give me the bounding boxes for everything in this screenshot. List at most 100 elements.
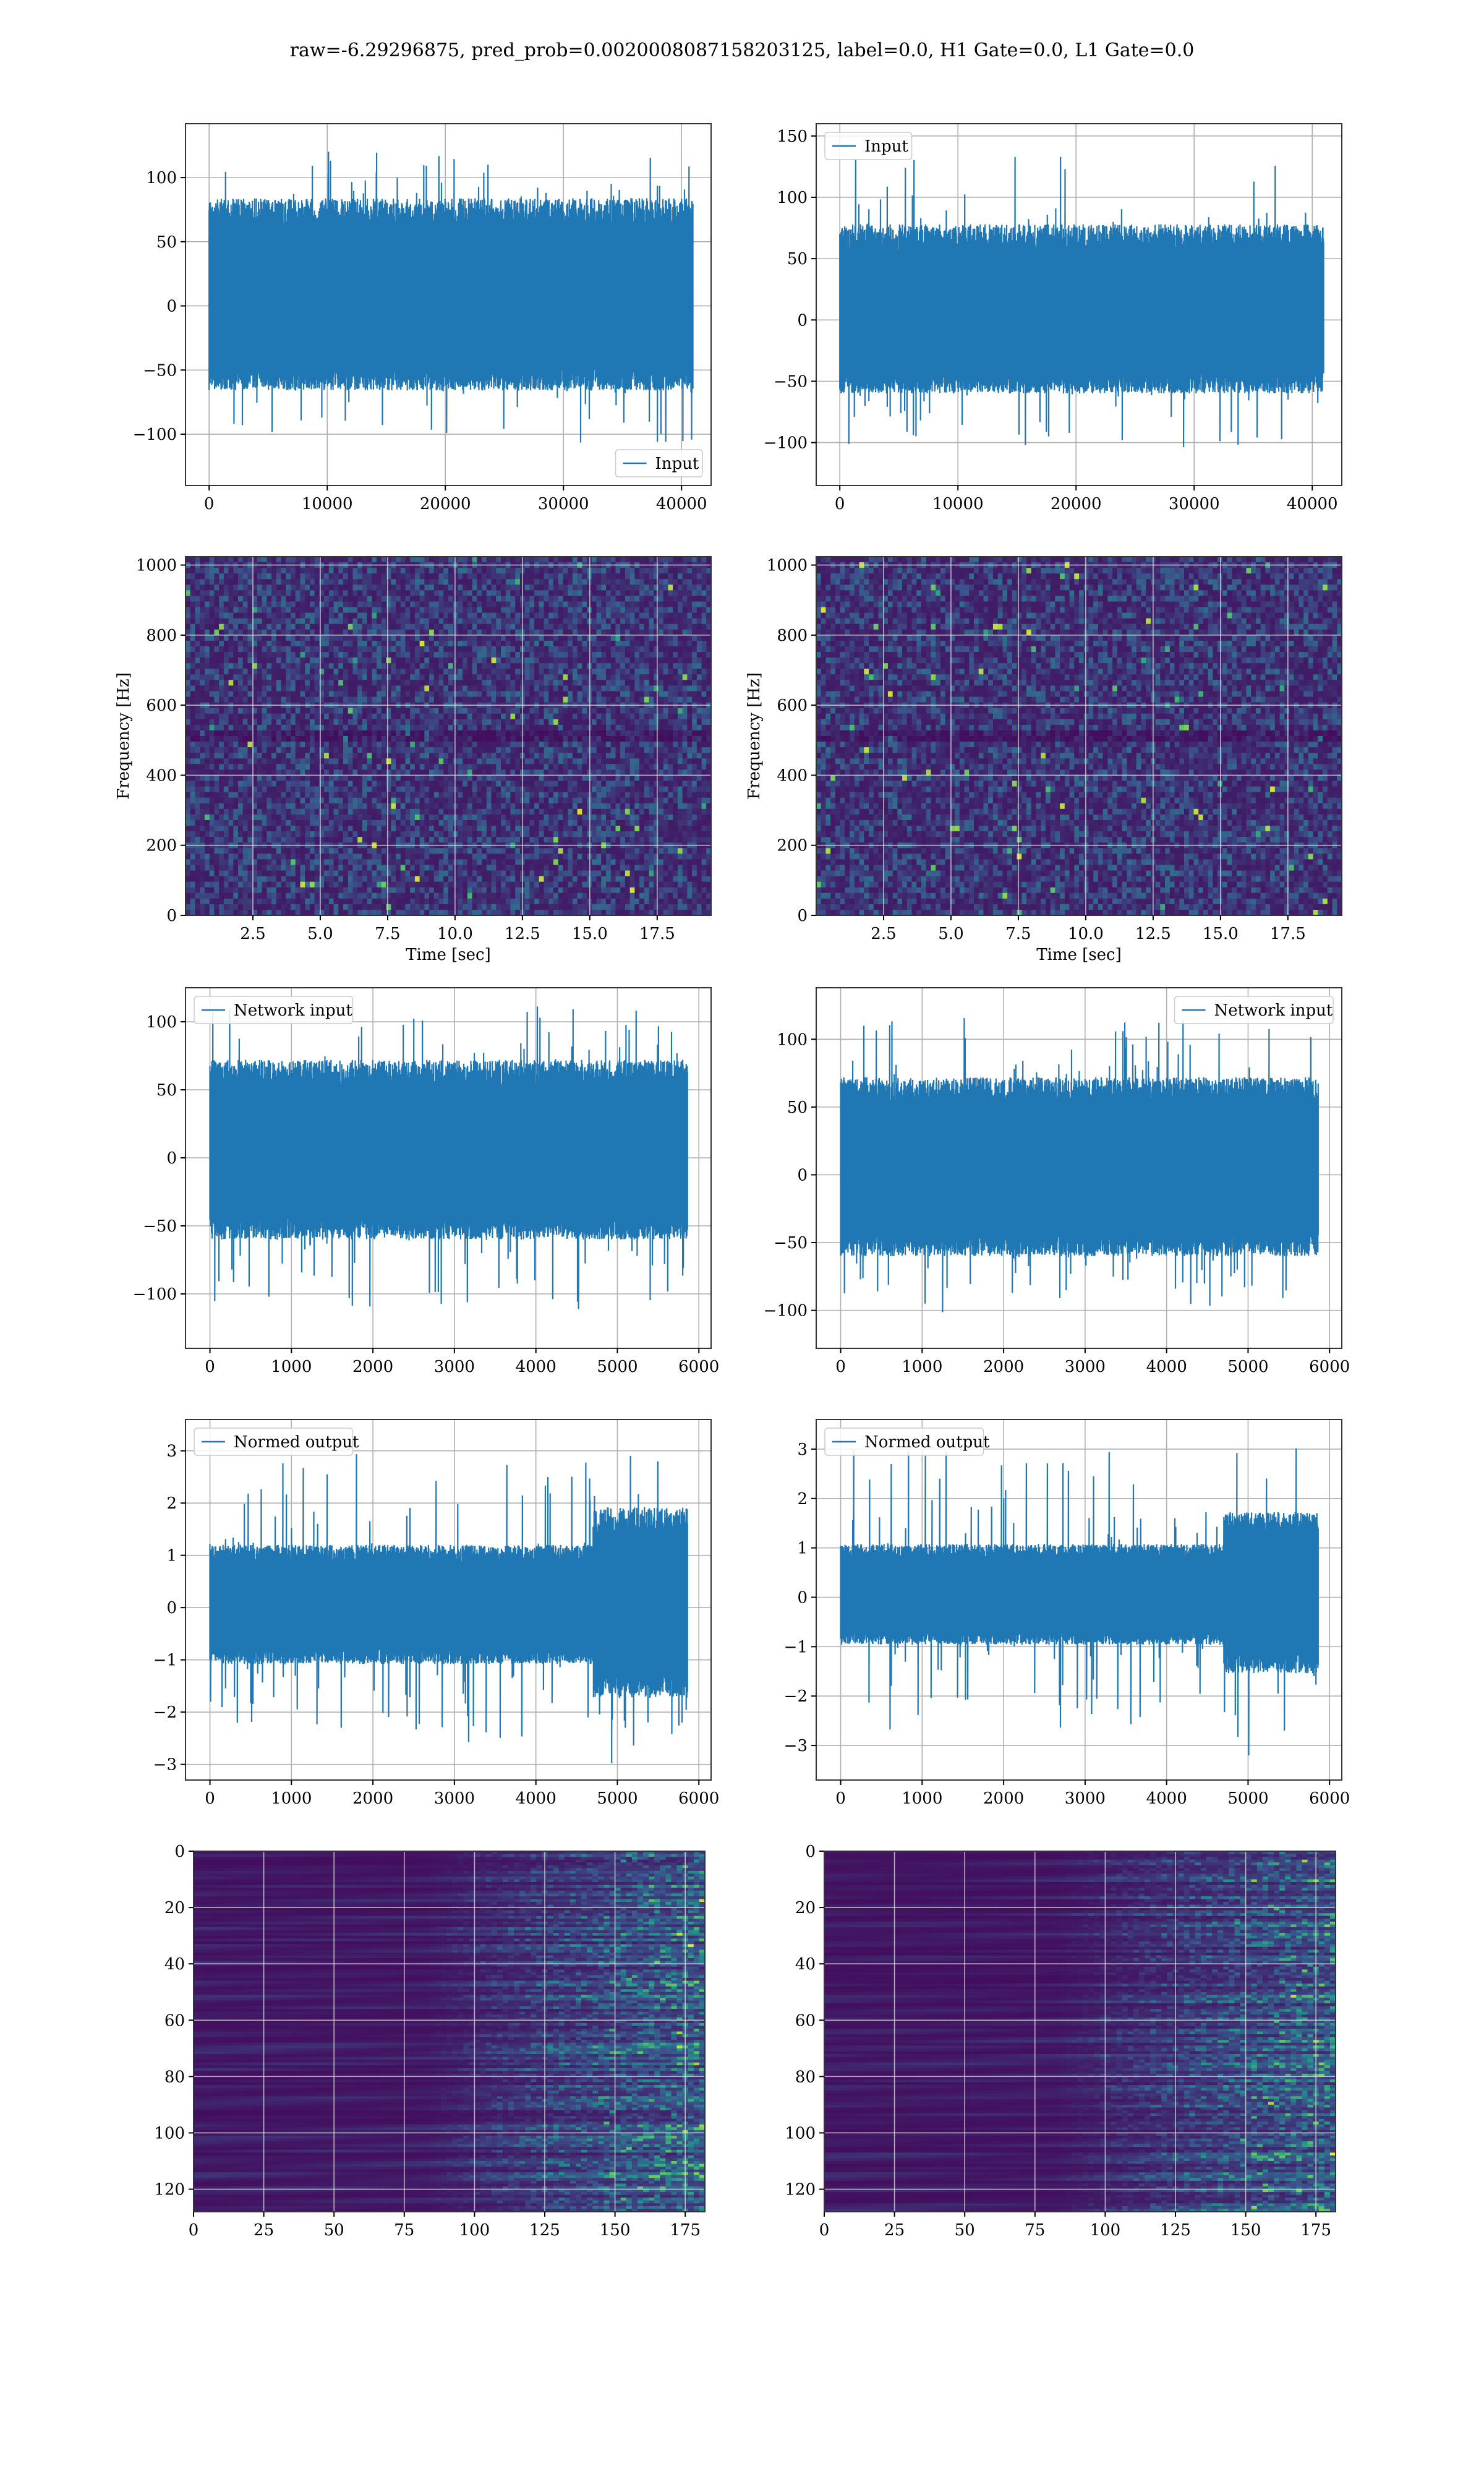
heat-cell xyxy=(305,607,310,614)
heat-cell xyxy=(563,781,568,787)
heat-cell xyxy=(524,612,530,619)
heat-cell xyxy=(233,713,239,720)
heat-cell xyxy=(419,596,425,602)
heat-cell xyxy=(505,736,511,742)
heat-cell xyxy=(233,696,239,703)
heat-cell xyxy=(271,713,277,720)
heat-cell xyxy=(558,612,564,619)
heat-cell xyxy=(553,557,559,563)
heat-cell xyxy=(534,646,540,653)
heat-cell xyxy=(467,590,473,597)
heat-cell xyxy=(677,629,683,636)
heat-cell xyxy=(634,724,640,731)
heat-cell xyxy=(214,781,220,787)
heat-cell xyxy=(186,590,191,597)
heat-cell xyxy=(319,742,325,748)
heat-cell xyxy=(467,781,473,787)
heat-cell xyxy=(601,685,607,692)
heat-cell xyxy=(314,691,320,698)
heat-cell xyxy=(328,618,335,625)
heat-cell xyxy=(357,601,363,608)
heat-cell xyxy=(654,635,659,641)
heat-cell xyxy=(644,764,650,770)
heat-cell xyxy=(501,713,506,720)
heat-cell xyxy=(219,753,224,759)
heat-cell xyxy=(548,623,554,630)
heat-cell xyxy=(568,781,573,787)
heat-cell xyxy=(663,747,669,753)
heat-cell xyxy=(372,646,377,653)
heat-cell xyxy=(606,663,612,669)
heat-cell xyxy=(629,719,635,726)
heat-cell xyxy=(668,764,673,770)
heat-cell xyxy=(271,635,277,641)
heat-cell xyxy=(204,742,210,748)
heat-cell xyxy=(524,623,530,630)
heat-cell xyxy=(682,786,688,793)
heat-cell xyxy=(309,713,315,720)
heat-cell xyxy=(443,640,449,647)
heat-cell xyxy=(214,786,220,793)
heat-cell xyxy=(606,724,612,731)
heat-cell xyxy=(687,601,693,608)
heat-cell xyxy=(267,618,272,625)
heat-cell xyxy=(505,797,511,804)
heat-cell xyxy=(625,685,631,692)
heat-cell xyxy=(634,663,640,669)
heat-cell xyxy=(429,640,435,647)
heat-cell xyxy=(314,775,320,782)
heat-cell xyxy=(453,719,459,726)
heat-cell xyxy=(644,685,650,692)
heat-cell xyxy=(596,601,602,608)
heat-cell xyxy=(247,764,253,770)
heat-cell xyxy=(496,781,501,787)
heat-cell xyxy=(352,730,358,737)
heat-cell xyxy=(276,601,282,608)
heat-cell xyxy=(271,747,277,753)
heat-cell xyxy=(692,730,697,737)
heat-cell xyxy=(601,696,607,703)
heat-cell xyxy=(610,590,616,597)
heat-cell xyxy=(195,669,200,675)
heat-cell xyxy=(233,618,239,625)
heat-cell xyxy=(314,781,320,787)
heat-cell xyxy=(252,557,258,563)
heat-cell xyxy=(324,764,330,770)
heat-cell xyxy=(677,708,683,714)
heat-cell xyxy=(491,596,497,602)
heat-cell xyxy=(424,769,430,776)
heat-cell xyxy=(496,596,501,602)
heat-cell xyxy=(295,680,301,687)
heat-cell xyxy=(262,646,267,653)
heat-cell xyxy=(396,736,401,742)
heat-cell xyxy=(219,797,224,804)
heat-cell xyxy=(223,786,229,793)
heat-cell xyxy=(305,573,310,580)
heat-cell xyxy=(596,669,602,675)
heat-cell xyxy=(414,781,420,787)
heat-cell xyxy=(424,781,430,787)
heat-cell xyxy=(663,646,669,653)
heat-cell xyxy=(372,652,377,658)
heat-cell xyxy=(324,579,330,585)
heat-cell xyxy=(534,786,540,793)
heat-cell xyxy=(396,584,401,591)
heat-cell xyxy=(629,573,635,580)
heat-cell xyxy=(305,792,310,798)
heat-cell xyxy=(659,696,664,703)
heat-cell xyxy=(338,696,344,703)
heat-cell xyxy=(563,607,568,614)
heat-cell xyxy=(405,724,411,731)
heat-cell xyxy=(396,635,401,641)
heat-cell xyxy=(692,657,697,664)
heat-cell xyxy=(472,607,477,614)
heat-cell xyxy=(343,680,349,687)
heat-cell xyxy=(553,652,559,658)
heat-cell xyxy=(620,646,626,653)
heat-cell xyxy=(443,775,449,782)
heat-cell xyxy=(348,607,354,614)
heat-cell xyxy=(429,601,435,608)
heat-cell xyxy=(438,568,444,574)
heat-cell xyxy=(433,590,440,597)
heat-cell xyxy=(405,590,411,597)
